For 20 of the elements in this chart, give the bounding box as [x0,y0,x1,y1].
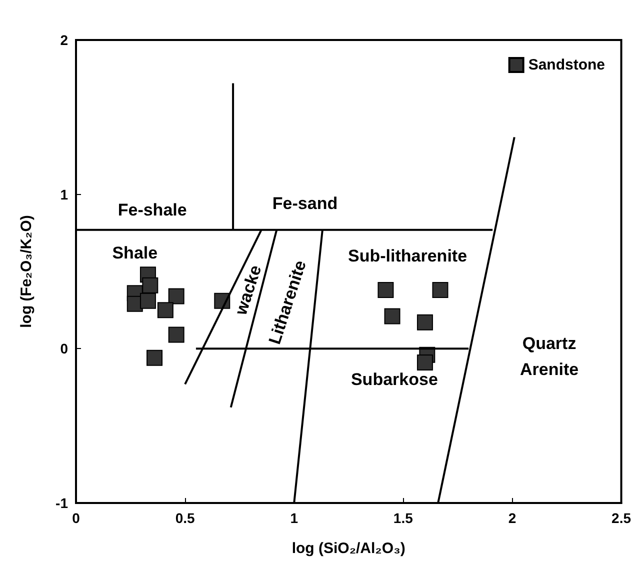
annotation: Fe-shale [118,200,187,220]
annotation: Shale [112,243,158,262]
y-tick-label: 1 [60,186,68,202]
annotation: wacke [231,262,266,318]
annotation: Quartz Arenite [520,334,579,379]
y-axis-title: log (Fe₂O₃/K₂O) [18,215,35,328]
x-tick-label: 0 [72,510,80,526]
annotation: Fe-sand [272,194,338,214]
y-tick-label: -1 [56,495,68,511]
annotation: Subarkose [350,370,438,390]
annotation: Sub-litharenite [348,246,468,266]
y-tick-label: 2 [60,32,68,48]
x-tick-label: 0.5 [175,510,195,526]
x-tick-label: 1 [290,510,298,526]
x-axis-title: log (SiO₂/Al₂O₃) [292,540,406,557]
x-tick-label: 1.5 [393,510,414,526]
legend-label: Sandstone [528,56,606,74]
x-tick-label: 2 [508,510,516,526]
x-tick-label: 2.5 [612,510,632,526]
y-tick-label: 0 [60,340,68,357]
